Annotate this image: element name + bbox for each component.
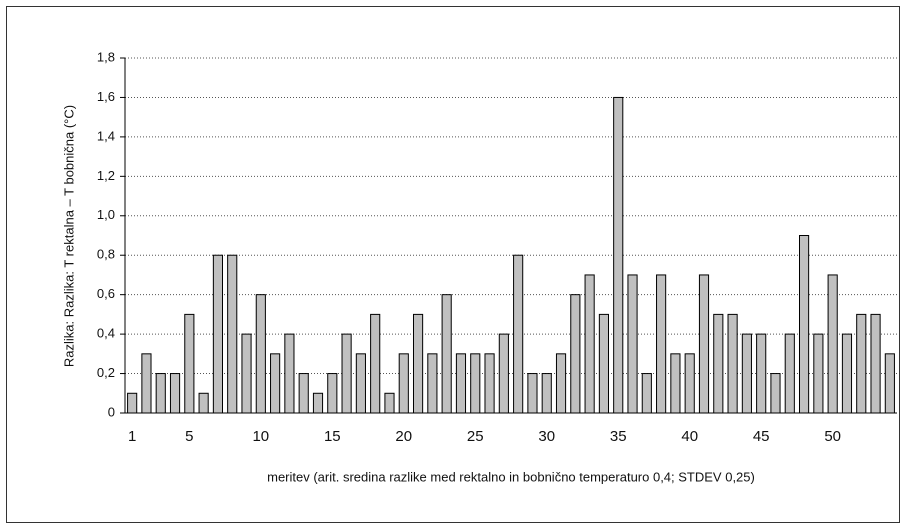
bar — [327, 373, 338, 414]
bar — [741, 333, 752, 414]
y-tick-label: 0,6 — [97, 286, 115, 301]
bar — [169, 373, 181, 414]
bar — [713, 313, 724, 414]
bar — [212, 254, 224, 414]
bar — [270, 353, 281, 414]
bar — [298, 373, 309, 414]
bar — [284, 333, 295, 414]
bar — [727, 313, 738, 414]
x-tick-label: 1 — [128, 428, 136, 445]
x-tick-label: 45 — [753, 428, 770, 445]
bar — [884, 353, 895, 414]
y-tick-label: 0,2 — [97, 365, 115, 380]
y-tick-label: 1,0 — [97, 207, 115, 222]
y-tick-label: 1,6 — [97, 89, 115, 104]
bar — [398, 353, 409, 414]
x-tick-label: 50 — [824, 428, 841, 445]
bar — [784, 333, 795, 414]
bar — [813, 333, 824, 414]
bar — [241, 333, 252, 414]
bar — [598, 313, 610, 414]
bar — [384, 392, 395, 414]
x-axis-label: meritev (arit. sredina razlike med rekta… — [267, 469, 755, 484]
x-tick-label: 20 — [395, 428, 412, 445]
bar — [427, 353, 438, 414]
bar — [527, 373, 538, 414]
bar — [455, 353, 467, 414]
bar — [370, 313, 381, 414]
bar — [870, 313, 881, 414]
x-tick-label: 15 — [324, 428, 341, 445]
bar — [756, 333, 767, 414]
bar — [412, 313, 424, 414]
bar — [641, 373, 652, 414]
bar — [798, 235, 810, 414]
y-tick-label: 0,4 — [97, 326, 115, 341]
bar — [255, 294, 266, 414]
bar — [513, 254, 524, 414]
bar — [141, 353, 152, 414]
x-tick-label: 40 — [681, 428, 698, 445]
bar — [498, 333, 509, 414]
bar — [184, 313, 195, 414]
bar — [656, 274, 667, 414]
bar — [227, 254, 238, 414]
bar — [198, 392, 209, 414]
bar — [484, 353, 495, 414]
y-tick-label: 0,8 — [97, 247, 115, 262]
y-axis-label: Razlika: Razlika: T rektalna – T bobničn… — [61, 105, 76, 367]
bar — [555, 353, 567, 414]
bar — [770, 373, 781, 414]
bar — [827, 274, 838, 414]
x-tick-label: 30 — [538, 428, 555, 445]
bar — [470, 353, 481, 414]
bar — [541, 373, 552, 414]
bar — [341, 333, 352, 414]
x-tick-label: 35 — [610, 428, 627, 445]
bar — [570, 294, 581, 414]
bar — [841, 333, 853, 414]
y-tick-label: 0 — [108, 404, 115, 419]
x-tick-label: 10 — [252, 428, 269, 445]
bar — [698, 274, 710, 414]
y-tick-label: 1,4 — [97, 128, 115, 143]
bar — [355, 353, 366, 414]
bar — [441, 294, 452, 414]
y-tick-label: 1,2 — [97, 168, 115, 183]
bar — [627, 274, 638, 414]
bar — [613, 96, 624, 414]
bar — [312, 392, 324, 414]
bar — [584, 274, 595, 414]
bar — [127, 392, 138, 414]
x-tick-label: 25 — [467, 428, 484, 445]
x-tick-label: 5 — [185, 428, 193, 445]
bar — [155, 373, 166, 414]
bar — [856, 313, 867, 414]
bar — [670, 353, 681, 414]
bar — [684, 353, 695, 414]
y-tick-label: 1,8 — [97, 49, 115, 64]
frame — [6, 6, 900, 523]
